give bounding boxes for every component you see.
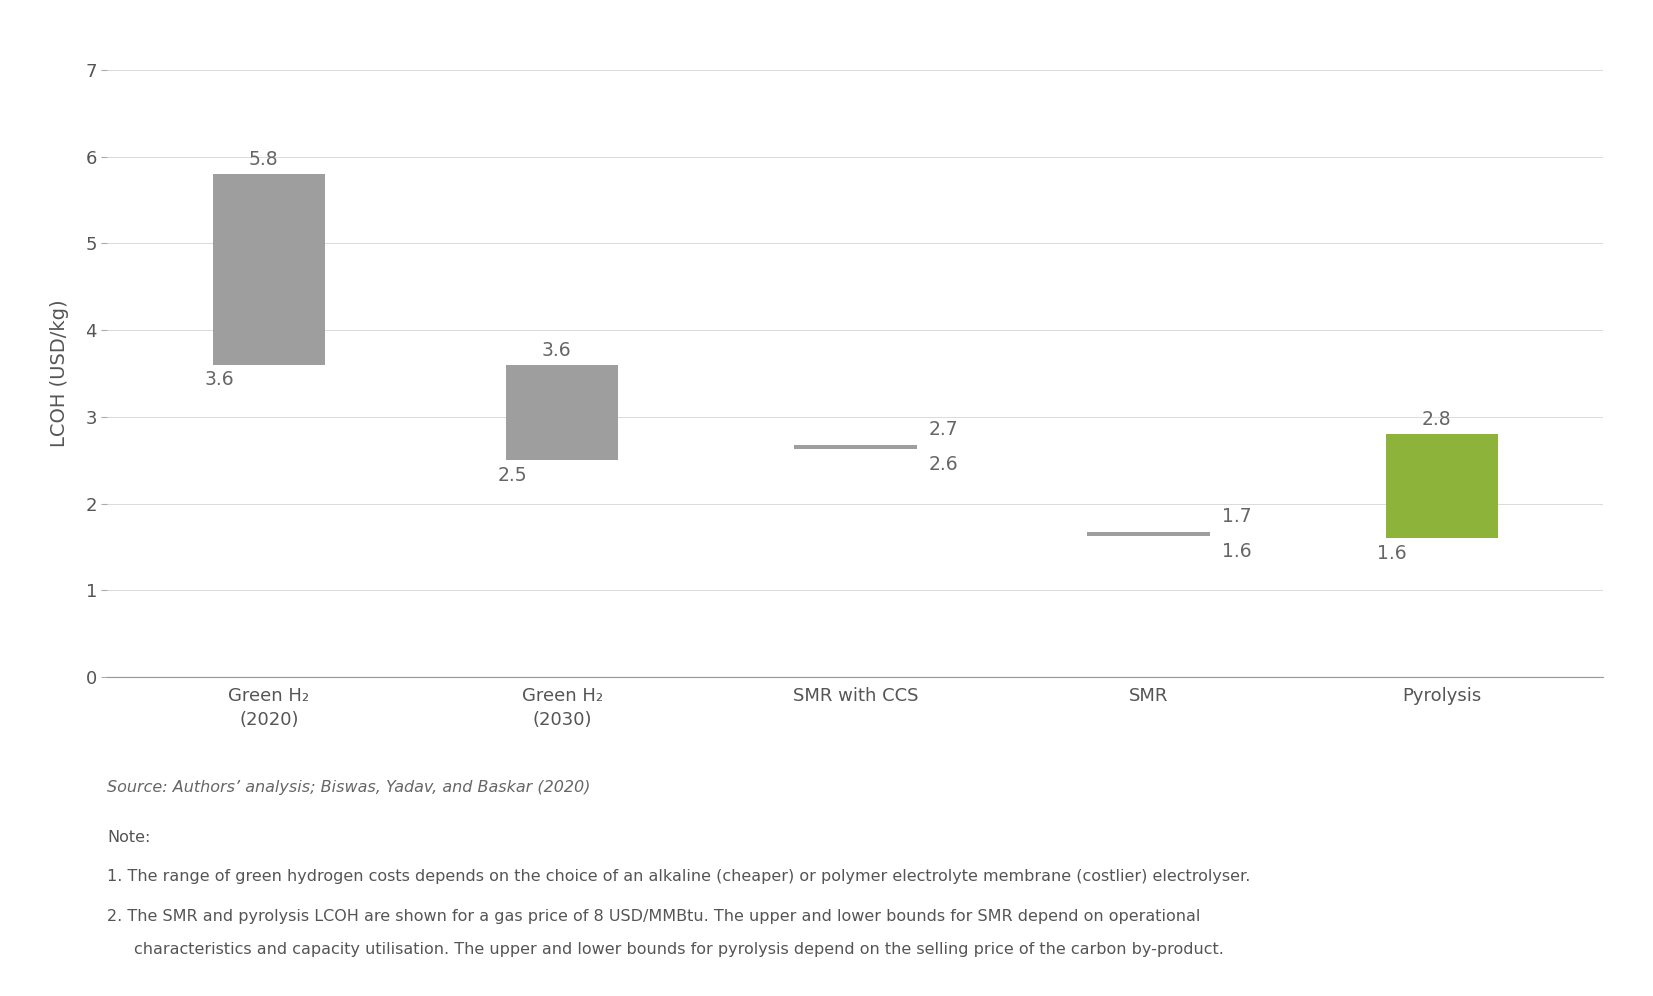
Text: 3.6: 3.6 — [203, 371, 233, 389]
Bar — [1387, 434, 1498, 539]
Text: 1.6: 1.6 — [1222, 542, 1251, 561]
Text: 2.5: 2.5 — [498, 465, 527, 484]
Bar — [793, 445, 917, 449]
Text: 2.7: 2.7 — [929, 420, 959, 439]
Bar — [506, 365, 618, 460]
Text: 2.8: 2.8 — [1422, 410, 1451, 429]
Text: Source: Authors’ analysis; Biswas, Yadav, and Baskar (2020): Source: Authors’ analysis; Biswas, Yadav… — [107, 780, 590, 795]
Text: Note:: Note: — [107, 830, 150, 845]
Bar — [1088, 532, 1210, 536]
Text: 2. The SMR and pyrolysis LCOH are shown for a gas price of 8 USD/MMBtu. The uppe: 2. The SMR and pyrolysis LCOH are shown … — [107, 909, 1200, 924]
Text: 1. The range of green hydrogen costs depends on the choice of an alkaline (cheap: 1. The range of green hydrogen costs dep… — [107, 870, 1251, 884]
Text: 3.6: 3.6 — [542, 341, 570, 360]
Text: 2.6: 2.6 — [929, 455, 959, 474]
Y-axis label: LCOH (USD/kg): LCOH (USD/kg) — [50, 300, 69, 447]
Text: 1.7: 1.7 — [1222, 507, 1251, 526]
Bar — [213, 174, 324, 365]
Text: characteristics and capacity utilisation. The upper and lower bounds for pyrolys: characteristics and capacity utilisation… — [134, 942, 1223, 957]
Text: 5.8: 5.8 — [248, 149, 278, 168]
Text: 1.6: 1.6 — [1377, 544, 1407, 563]
